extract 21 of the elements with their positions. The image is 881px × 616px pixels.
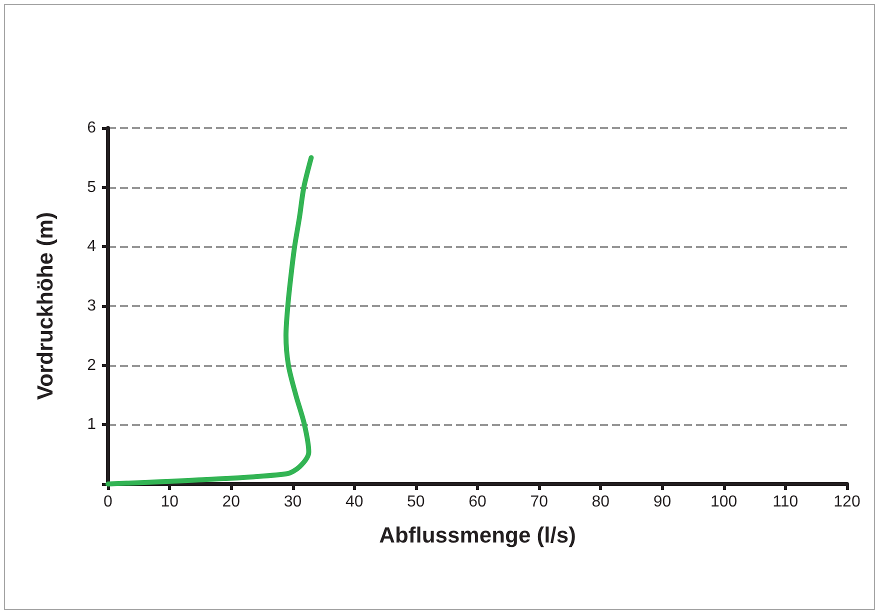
x-tick-label: 10: [160, 494, 179, 510]
x-tick-label: 50: [407, 494, 425, 510]
x-axis-title: Abflussmenge (l/s): [379, 522, 576, 548]
y-tick-label: 2: [87, 356, 96, 374]
y-tick-label: 5: [87, 178, 96, 196]
x-tick-label: 60: [468, 494, 486, 510]
x-tick-label: 40: [345, 494, 364, 510]
x-tick-label: 80: [592, 494, 610, 510]
x-tick-label: 120: [834, 494, 860, 510]
y-tick-label: 6: [87, 120, 96, 136]
y-tick-label: 4: [87, 238, 96, 256]
x-tick-label: 20: [222, 494, 240, 510]
x-tick-label: 90: [653, 494, 672, 510]
y-tick-label: 1: [87, 416, 96, 434]
x-tick-label: 0: [104, 494, 113, 510]
x-tick-label: 110: [772, 494, 798, 510]
y-axis-title: Vordruckhöhe (m): [32, 212, 58, 400]
x-tick-label: 70: [530, 494, 548, 510]
y-tick-label: 3: [87, 298, 96, 314]
x-tick-label: 30: [284, 494, 302, 510]
x-tick-label: 100: [710, 494, 738, 510]
